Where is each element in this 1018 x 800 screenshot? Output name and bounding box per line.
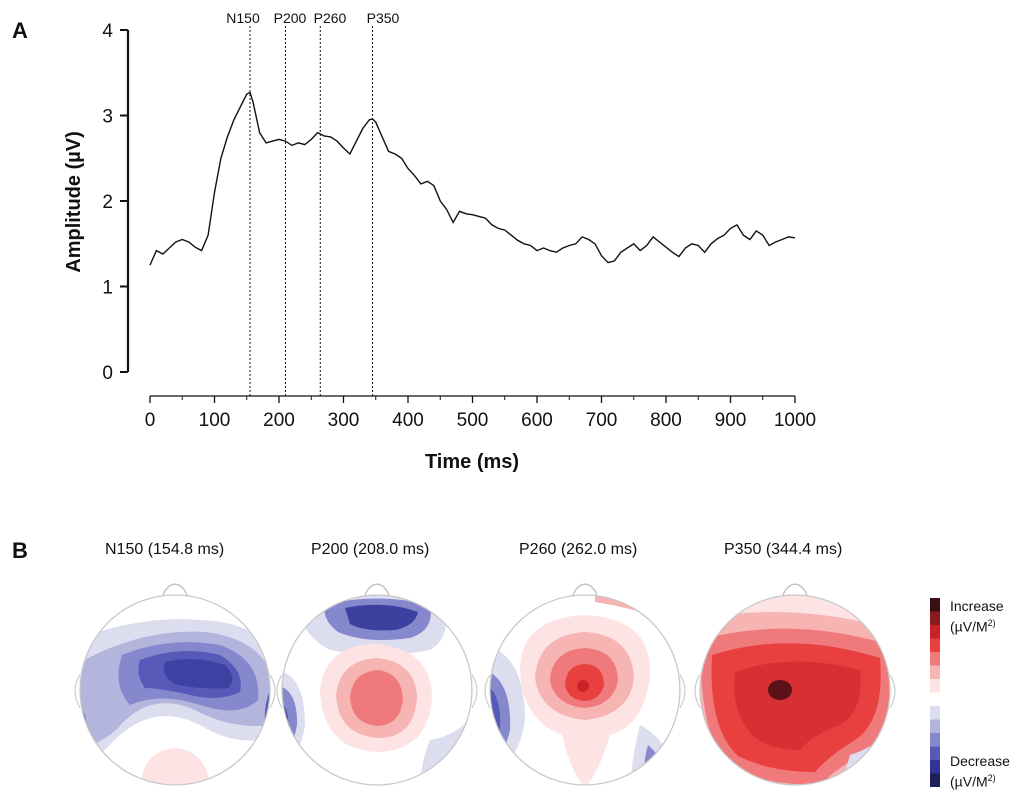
chart-axes: 0 1 2 3 4 0 100 200 300 400 500 600 700 800 900 1000 (102, 21, 816, 431)
colorbar-segment (930, 665, 940, 679)
colorbar-segment (930, 638, 940, 652)
colorbar-segment (930, 773, 940, 787)
x-tick-label: 800 (650, 410, 682, 431)
y-tick-label: 3 (102, 107, 113, 128)
left-ear-icon (484, 674, 491, 709)
colorbar-segment (930, 719, 940, 733)
decrease-text: Decrease (950, 753, 1010, 769)
colorbar-segment (930, 679, 940, 693)
increase-unit: (µV/M (950, 618, 988, 635)
y-tick-label: 0 (102, 363, 113, 384)
nose-icon (571, 583, 599, 599)
x-axis-label: Time (ms) (425, 451, 519, 473)
colorbar-increase-label: Increase (µV/M2) (950, 598, 1004, 636)
x-tick-label: 0 (145, 410, 156, 431)
nose-icon (363, 583, 391, 599)
increase-text: Increase (950, 598, 1004, 614)
decrease-unit-sup: 2) (987, 773, 996, 783)
marker-label-p350: P350 (367, 10, 400, 26)
y-tick-label: 1 (102, 278, 113, 299)
colorbar-segment (930, 625, 940, 639)
right-ear-icon (269, 674, 276, 709)
colorbar-segment (930, 746, 940, 760)
marker-label-n150: N150 (226, 10, 260, 26)
nose-icon (161, 583, 189, 599)
topomap-p350 (694, 583, 896, 786)
topomap-title-p350: P350 (344.4 ms) (724, 541, 843, 558)
x-tick-label: 600 (521, 410, 553, 431)
right-ear-icon (889, 674, 896, 709)
marker-label-p260: P260 (314, 10, 347, 26)
left-ear-icon (74, 674, 81, 709)
y-tick-label: 4 (102, 21, 113, 42)
colorbar-segment (930, 706, 940, 720)
y-axis-label: Amplitude (µV) (63, 131, 85, 273)
topomap-title-n150: N150 (154.8 ms) (105, 541, 225, 558)
x-tick-label: 500 (457, 410, 489, 431)
left-ear-icon (276, 674, 283, 709)
colorbar-decrease-label: Decrease (µV/M2) (950, 753, 1010, 791)
x-tick-label: 100 (199, 410, 231, 431)
x-tick-label: 300 (328, 410, 360, 431)
x-tick-label: 900 (715, 410, 747, 431)
increase-unit-sup: 2) (987, 618, 996, 628)
x-tick-label: 1000 (774, 410, 816, 431)
topomap-title-p200: P200 (208.0 ms) (311, 541, 430, 558)
colorbar (930, 598, 940, 787)
marker-label-p200: P200 (274, 10, 307, 26)
topomap-p200 (276, 583, 478, 786)
panel-label-b: B (12, 538, 28, 563)
topomap-title-p260: P260 (262.0 ms) (519, 541, 638, 558)
colorbar-segment (930, 611, 940, 625)
topographic-maps (74, 583, 940, 787)
x-tick-label: 700 (586, 410, 618, 431)
colorbar-segment (930, 760, 940, 774)
topomap-n150 (74, 583, 276, 786)
colorbar-segment (930, 692, 940, 706)
x-tick-label: 200 (263, 410, 295, 431)
decrease-unit: (µV/M (950, 773, 988, 790)
nose-icon (781, 583, 809, 599)
right-ear-icon (471, 674, 478, 709)
colorbar-segment (930, 733, 940, 747)
colorbar-segment (930, 598, 940, 612)
panel-label-a: A (12, 18, 28, 43)
topomap-p260 (484, 583, 686, 786)
erp-line-chart: N150 P200 P260 P350 0 1 2 3 4 0 100 200 300 400 500 60… (63, 10, 816, 473)
y-tick-label: 2 (102, 192, 113, 213)
left-ear-icon (694, 674, 701, 709)
colorbar-segment (930, 652, 940, 666)
right-ear-icon (679, 674, 686, 709)
latency-markers: N150 P200 P260 P350 (226, 10, 400, 396)
x-tick-label: 400 (392, 410, 424, 431)
erp-waveform-line (149, 91, 796, 266)
